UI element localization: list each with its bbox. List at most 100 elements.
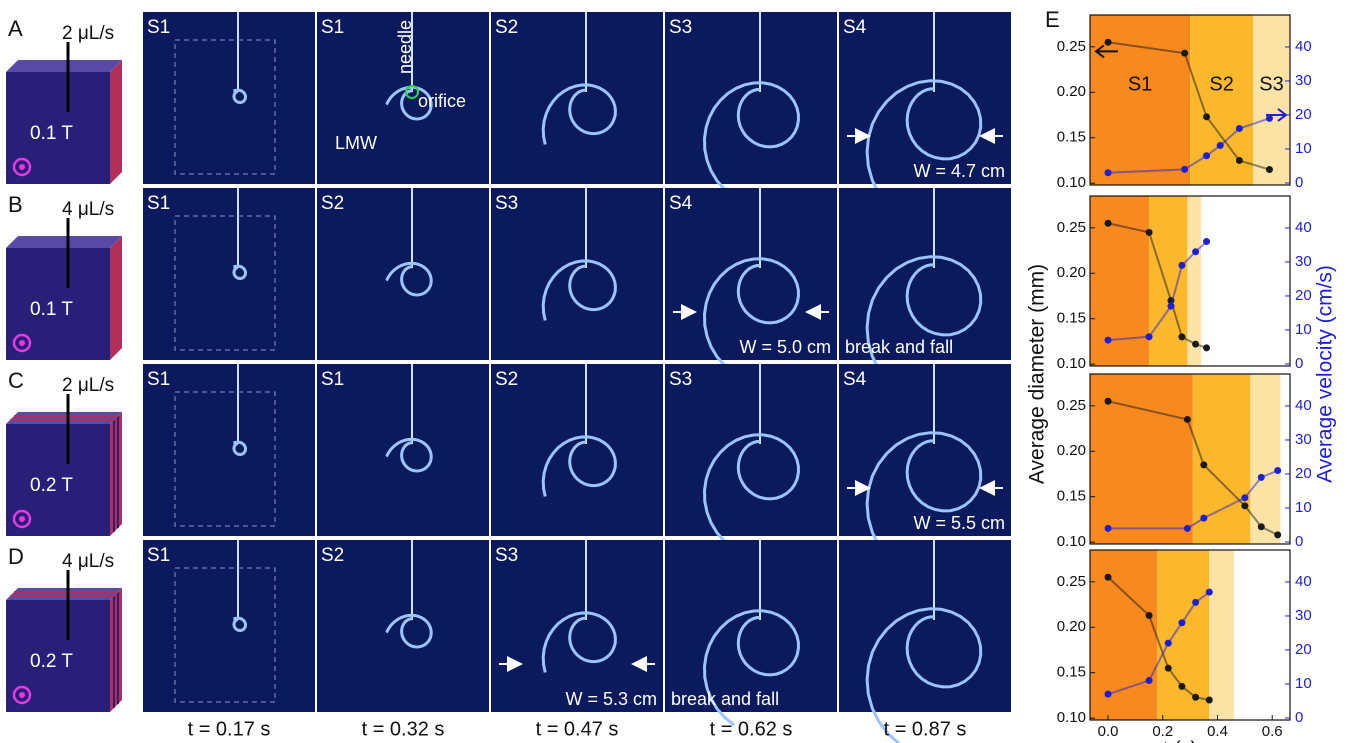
data-point xyxy=(1203,238,1210,245)
stage-label: S1 xyxy=(321,369,344,390)
y2-tick-label: 10 xyxy=(1295,140,1312,157)
time-label: t = 0.62 s xyxy=(710,718,793,740)
y2-tick-label: 20 xyxy=(1295,465,1312,482)
data-point xyxy=(1266,166,1273,173)
data-point xyxy=(1258,474,1265,481)
data-point xyxy=(1105,691,1112,698)
data-point xyxy=(1258,523,1265,530)
field-strength: 0.1 T xyxy=(30,299,73,320)
stage-label: S4 xyxy=(669,193,693,214)
y-tick-label: 0.15 xyxy=(1057,310,1086,327)
data-point xyxy=(1165,665,1172,672)
y2-tick-label: 30 xyxy=(1295,431,1312,448)
data-point xyxy=(1178,262,1185,269)
stage-label: S4 xyxy=(843,369,867,390)
x-tick-label: 0.4 xyxy=(1207,723,1228,740)
data-point xyxy=(1146,677,1153,684)
stage-label: S1 xyxy=(1128,73,1152,95)
y2-tick-label: 30 xyxy=(1295,253,1312,270)
data-point xyxy=(1105,220,1112,227)
stage-label: S2 xyxy=(495,369,518,390)
y2-tick-label: 20 xyxy=(1295,641,1312,658)
stage-band xyxy=(1157,550,1209,720)
y2-tick-label: 10 xyxy=(1295,499,1312,516)
figure: A2 μL/s0.1 TS1S1needleorificeLMWS2S3S4W … xyxy=(0,0,1347,743)
y-tick-label: 0.20 xyxy=(1057,618,1086,635)
data-point xyxy=(1236,125,1243,132)
orifice-label: orifice xyxy=(418,91,466,111)
y2-axis-label: Average velocity (cm/s) xyxy=(1314,265,1337,483)
data-point xyxy=(1165,640,1172,647)
data-point xyxy=(1105,169,1112,176)
cube-side xyxy=(110,236,122,360)
stage-label: S3 xyxy=(669,369,692,390)
data-point xyxy=(1192,341,1199,348)
photo xyxy=(665,540,837,712)
data-point xyxy=(1241,502,1248,509)
note-label: break and fall xyxy=(671,689,779,709)
lmw-label: LMW xyxy=(335,133,377,153)
y-tick-label: 0.25 xyxy=(1057,397,1086,414)
panel-letter: A xyxy=(8,16,23,41)
flow-rate: 2 μL/s xyxy=(62,375,114,396)
y-tick-label: 0.10 xyxy=(1057,355,1086,372)
cube-side xyxy=(110,588,122,712)
y2-tick-label: 10 xyxy=(1295,675,1312,692)
stage-label: S3 xyxy=(1259,73,1283,95)
data-point xyxy=(1217,142,1224,149)
data-point xyxy=(1206,697,1213,704)
panel-letter: B xyxy=(8,192,23,217)
y2-tick-label: 40 xyxy=(1295,397,1312,414)
data-point xyxy=(1105,398,1112,405)
y2-tick-label: 20 xyxy=(1295,106,1312,123)
stage-label: S1 xyxy=(147,17,170,38)
y2-tick-label: 10 xyxy=(1295,321,1312,338)
data-point xyxy=(1178,683,1185,690)
y-tick-label: 0.10 xyxy=(1057,533,1086,550)
y2-tick-label: 0 xyxy=(1295,355,1303,372)
stage-band xyxy=(1149,196,1187,366)
cube-top xyxy=(6,60,122,72)
data-point xyxy=(1105,525,1112,532)
flow-rate: 2 μL/s xyxy=(62,23,114,44)
flow-rate: 4 μL/s xyxy=(62,199,114,220)
width-label: W = 5.5 cm xyxy=(913,513,1005,533)
stage-band xyxy=(1090,15,1190,185)
data-point xyxy=(1203,344,1210,351)
y2-tick-label: 40 xyxy=(1295,219,1312,236)
data-point xyxy=(1181,166,1188,173)
field-strength: 0.2 T xyxy=(30,651,73,672)
stage-band xyxy=(1209,550,1234,720)
field-symbol-dot xyxy=(19,340,25,346)
y-tick-label: 0.10 xyxy=(1057,709,1086,726)
stage-band xyxy=(1253,15,1290,185)
y-tick-label: 0.15 xyxy=(1057,664,1086,681)
time-label: t = 0.87 s xyxy=(884,718,967,740)
panel-letter: D xyxy=(8,544,24,569)
cube-side xyxy=(110,60,122,184)
stage-label: S2 xyxy=(321,193,344,214)
y2-tick-label: 30 xyxy=(1295,72,1312,89)
y2-tick-label: 40 xyxy=(1295,573,1312,590)
time-label: t = 0.32 s xyxy=(362,718,445,740)
y-tick-label: 0.15 xyxy=(1057,129,1086,146)
panel-letter: E xyxy=(1045,7,1060,32)
data-point xyxy=(1146,229,1153,236)
field-strength: 0.1 T xyxy=(30,123,73,144)
cube-top xyxy=(6,588,122,600)
data-point xyxy=(1200,515,1207,522)
data-point xyxy=(1274,531,1281,538)
stage-label: S2 xyxy=(1209,73,1233,95)
stage-label: S3 xyxy=(669,17,692,38)
y-tick-label: 0.20 xyxy=(1057,264,1086,281)
stage-label: S1 xyxy=(147,545,170,566)
stage-label: S4 xyxy=(843,17,867,38)
data-point xyxy=(1203,152,1210,159)
data-point xyxy=(1206,589,1213,596)
data-point xyxy=(1181,50,1188,57)
data-point xyxy=(1274,467,1281,474)
y-tick-label: 0.25 xyxy=(1057,38,1086,55)
width-label: W = 4.7 cm xyxy=(913,161,1005,181)
cube-top xyxy=(6,412,122,424)
note-label: break and fall xyxy=(845,337,953,357)
